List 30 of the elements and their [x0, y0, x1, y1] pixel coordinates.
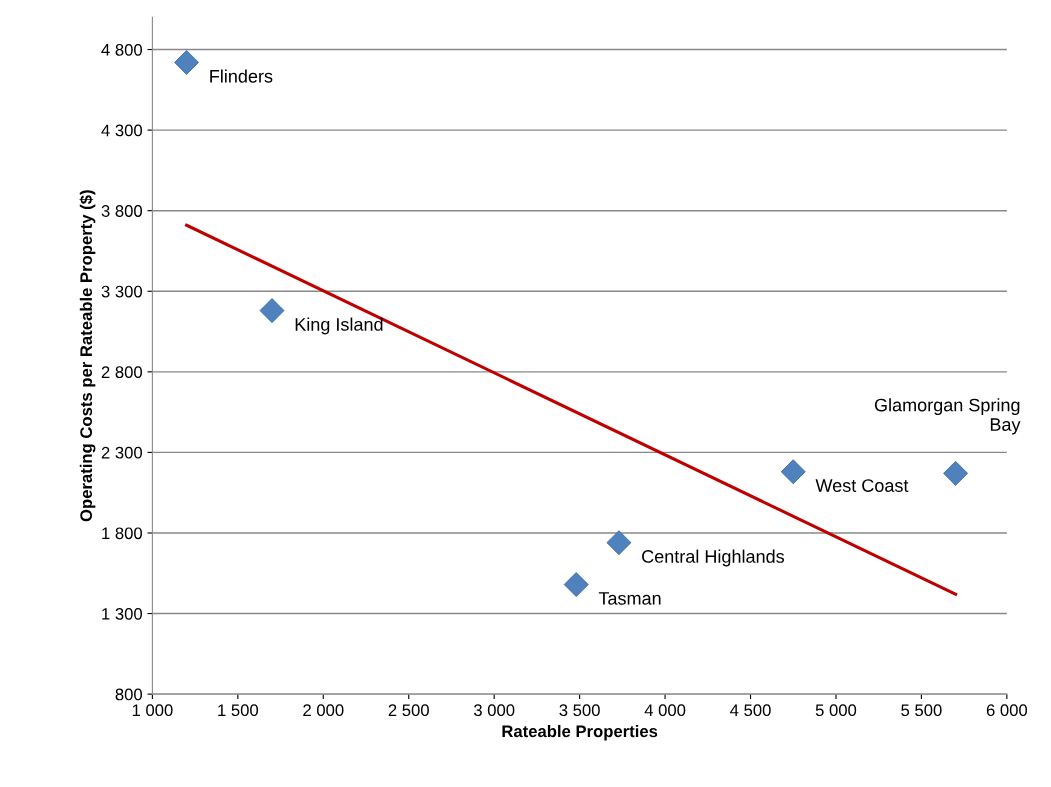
y-tick-label: 3 800: [101, 205, 143, 217]
x-tick-label: 1 000: [132, 704, 173, 717]
annotation: Glamorgan Spring Bay: [874, 398, 1021, 435]
x-tick-label: 1 500: [218, 704, 259, 717]
annotation: Tasman: [598, 592, 661, 605]
annotation: West Coast: [815, 479, 909, 492]
x-tick-label: 3 000: [473, 704, 515, 717]
annotation: Flinders: [210, 69, 273, 83]
y-tick-label: 4 300: [101, 124, 143, 137]
x-axis-title: Rateable Properties: [502, 724, 658, 741]
annotation: Central Highlands: [642, 549, 785, 567]
point: [943, 460, 969, 486]
y-tick-label: 2 300: [101, 446, 143, 459]
y-tick-label: 4 800: [101, 43, 143, 56]
y-tick-label: 2 800: [101, 366, 143, 379]
x-tick-label: 4 500: [730, 704, 771, 717]
x-tick-label: 2 500: [388, 704, 429, 717]
x-tick-label: 5 000: [815, 704, 857, 717]
annotation: King Island: [295, 317, 383, 335]
x-tick-label: 5 500: [901, 704, 942, 717]
y-tick-label: 1 800: [102, 527, 143, 540]
y-tick-label: 1 300: [102, 607, 143, 620]
x-tick-label: 6 000: [986, 704, 1028, 717]
point: [174, 49, 200, 75]
y-tick-label: 3 300: [101, 285, 143, 298]
x-tick-label: 2 000: [303, 704, 344, 717]
x-tick-label: 4 000: [644, 704, 686, 717]
y-tick-label: 800: [115, 688, 143, 701]
y-axis-title: Operating Costs per Rateable Property ($): [79, 190, 96, 522]
x-tick-label: 3 500: [559, 704, 600, 717]
